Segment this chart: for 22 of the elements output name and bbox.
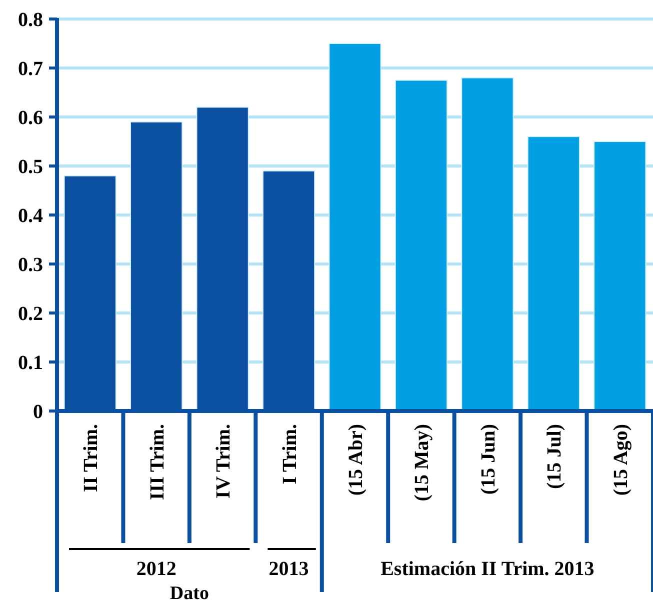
text: 2012 xyxy=(136,558,176,580)
x-tick-label: I Trim. xyxy=(278,424,301,484)
y-tick-label: 0 xyxy=(33,401,43,423)
x-tick-label: (15 Ago) xyxy=(610,424,632,496)
y-tick-label: 0.2 xyxy=(18,303,43,325)
x-tick-label: (15 Abr) xyxy=(345,424,367,496)
x-tick-label: II Trim. xyxy=(80,424,102,492)
x-tick-label: (15 Jul) xyxy=(544,424,566,489)
y-tick-label: 0.7 xyxy=(18,58,43,80)
y-tick-label: 0.1 xyxy=(18,352,43,374)
text: 2013 xyxy=(268,558,309,580)
y-tick-label: 0.5 xyxy=(18,156,43,178)
text: Estimación II Trim. 2013 xyxy=(380,558,594,580)
y-tick-label: 0.3 xyxy=(18,254,43,276)
y-tick-label: 0.6 xyxy=(18,107,43,129)
text: Dato xyxy=(170,583,209,603)
x-tick-label: III Trim. xyxy=(146,424,168,500)
x-tick-label: (15 May) xyxy=(411,424,434,502)
y-tick-label: 0.4 xyxy=(18,205,43,227)
x-tick-label: IV Trim. xyxy=(212,424,235,498)
y-tick-label: 0.8 xyxy=(18,9,43,31)
x-tick-label: (15 Jun) xyxy=(477,424,500,495)
